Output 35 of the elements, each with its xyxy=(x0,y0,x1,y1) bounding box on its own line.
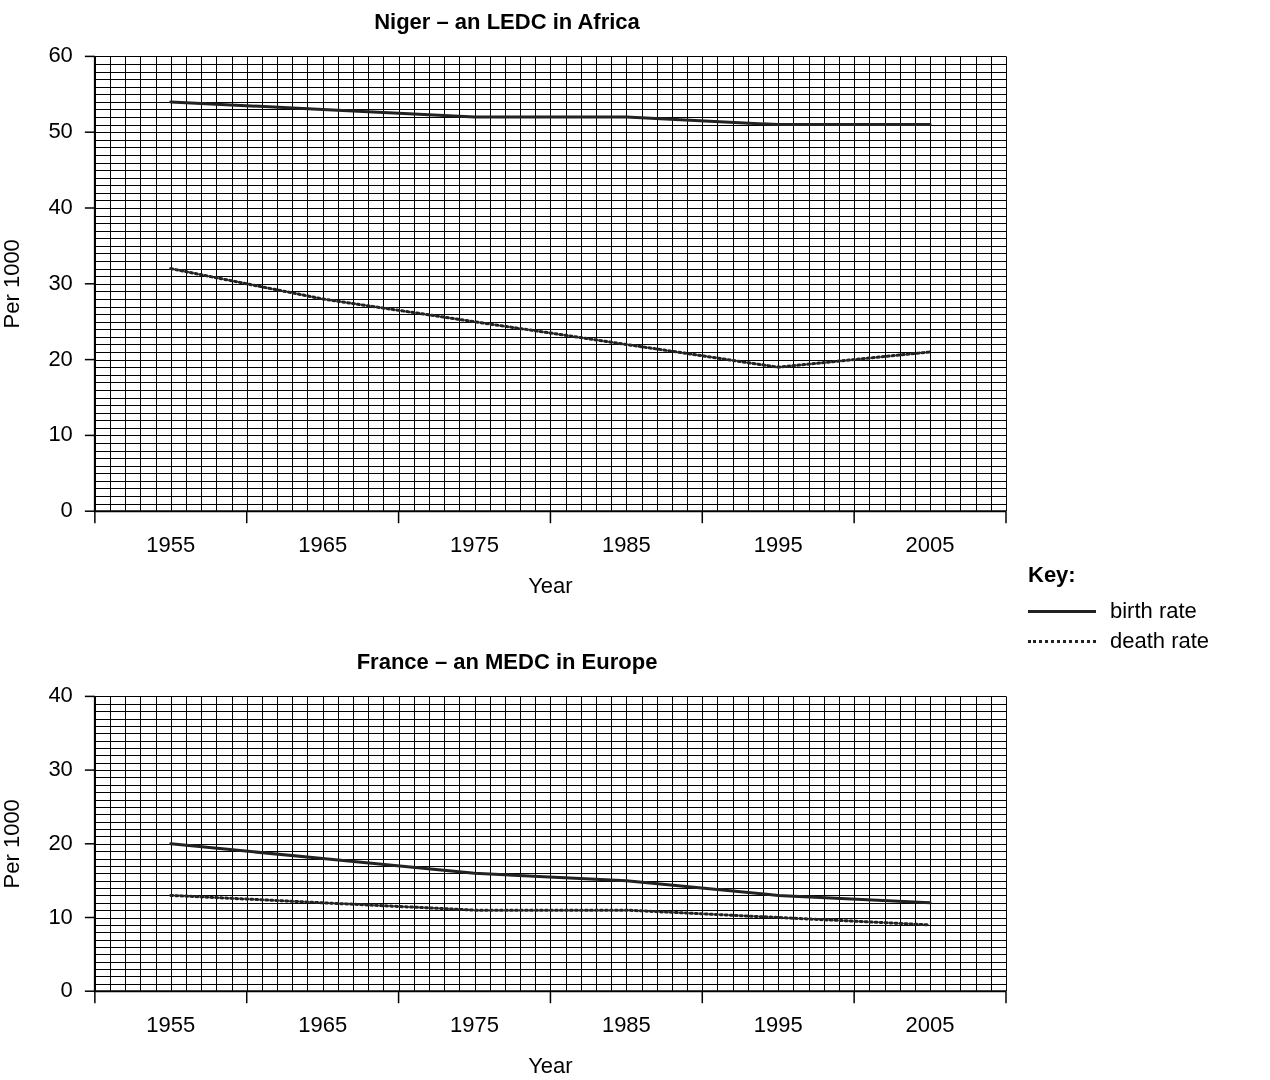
legend-label: death rate xyxy=(1110,628,1210,654)
x-tick-label: 1995 xyxy=(753,1012,803,1038)
legend-title: Key: xyxy=(1028,562,1077,588)
x-tick-label: 2005 xyxy=(905,1012,955,1038)
x-axis-title: Year xyxy=(528,572,573,598)
x-tick-label: 1965 xyxy=(298,1012,348,1038)
x-tick-label: 1955 xyxy=(146,532,196,558)
y-tick-label: 30 xyxy=(48,756,73,782)
y-axis-title: Per 1000 xyxy=(0,799,25,889)
x-axis-title: Year xyxy=(528,1052,573,1078)
y-tick-label: 50 xyxy=(48,118,73,144)
x-tick-label: 1985 xyxy=(601,1012,651,1038)
y-tick-label: 20 xyxy=(48,345,73,371)
y-tick-label: 10 xyxy=(48,903,73,929)
x-tick-label: 1975 xyxy=(450,532,499,558)
y-tick-label: 0 xyxy=(60,977,73,1003)
legend-label: birth rate xyxy=(1110,598,1197,624)
y-tick-label: 40 xyxy=(48,682,73,708)
x-tick-label: 1975 xyxy=(450,1012,499,1038)
line-series xyxy=(169,267,932,369)
x-tick-label: 1965 xyxy=(298,532,348,558)
chart-title: Niger – an LEDC in Africa xyxy=(374,9,641,35)
y-axis-title: Per 1000 xyxy=(0,239,25,329)
x-tick-label: 1995 xyxy=(753,532,803,558)
y-tick-label: 20 xyxy=(48,829,73,855)
y-tick-label: 10 xyxy=(48,421,73,447)
chart-title: France – an MEDC in Europe xyxy=(356,649,658,675)
y-tick-label: 40 xyxy=(48,194,73,220)
x-tick-label: 1985 xyxy=(601,532,651,558)
x-tick-label: 1955 xyxy=(146,1012,196,1038)
x-tick-label: 2005 xyxy=(905,532,955,558)
y-tick-label: 0 xyxy=(60,497,73,523)
y-tick-label: 30 xyxy=(48,269,73,295)
y-tick-label: 60 xyxy=(48,42,73,68)
line-series xyxy=(169,893,932,927)
